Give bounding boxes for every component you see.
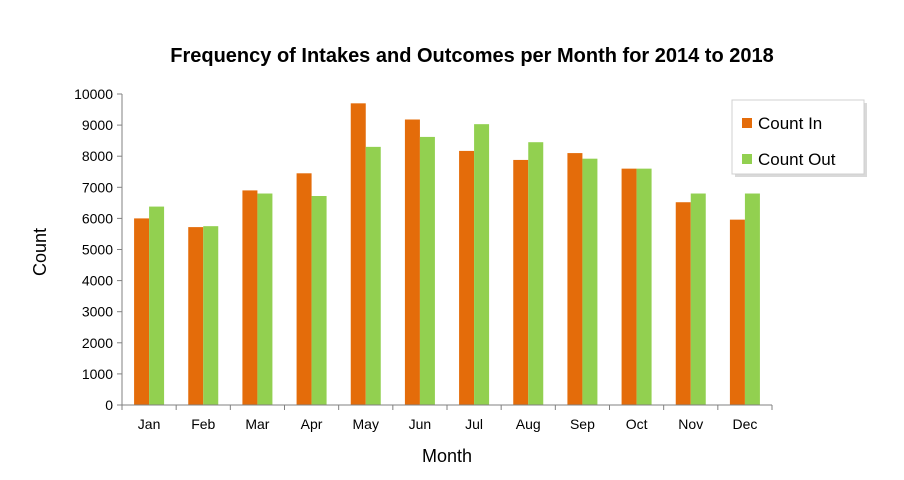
bar-count-in-apr <box>296 173 312 405</box>
legend-swatch-count-in <box>742 118 752 128</box>
y-tick-label: 1000 <box>82 366 113 382</box>
x-tick-label: Jun <box>409 416 432 432</box>
x-tick-label: Jan <box>138 416 161 432</box>
bar-count-in-jan <box>134 218 150 405</box>
bar-count-in-sep <box>567 153 583 405</box>
x-tick-label: Mar <box>245 416 269 432</box>
y-tick-label: 10000 <box>74 86 113 102</box>
y-axis-title: Count <box>30 228 50 276</box>
bar-count-in-jun <box>404 119 420 405</box>
y-tick-label: 9000 <box>82 117 113 133</box>
x-axis: Jan Feb Mar Apr May Jun Jul Aug Sep Oct Nov Dec <box>121 405 773 432</box>
bar-count-out-dec <box>744 193 760 405</box>
bar-count-out-feb <box>203 226 219 405</box>
bar-count-out-nov <box>690 193 706 405</box>
legend-swatch-count-out <box>742 154 752 164</box>
bar-count-out-oct <box>636 168 652 405</box>
x-tick-label: Feb <box>191 416 215 432</box>
chart-title: Frequency of Intakes and Outcomes per Mo… <box>170 45 774 67</box>
bar-count-in-feb <box>188 227 204 405</box>
legend: Count In Count Out <box>731 99 867 177</box>
bar-count-out-jun <box>419 136 435 405</box>
y-tick-label: 3000 <box>82 304 113 320</box>
x-tick-label: Apr <box>301 416 323 432</box>
y-tick-label: 4000 <box>82 273 113 289</box>
legend-label-count-in: Count In <box>758 114 822 133</box>
bar-count-out-aug <box>528 142 544 405</box>
bar-count-out-apr <box>311 196 327 405</box>
y-tick-label: 6000 <box>82 210 113 226</box>
y-tick-label: 8000 <box>82 148 113 164</box>
bar-count-out-may <box>365 146 381 405</box>
x-tick-label: May <box>353 416 379 432</box>
y-tick-label: 0 <box>105 397 113 413</box>
bar-count-out-jul <box>474 124 490 406</box>
y-tick-label: 5000 <box>82 242 113 258</box>
x-axis-title: Month <box>422 446 472 466</box>
bar-count-in-mar <box>242 190 258 405</box>
x-tick-label: Dec <box>732 416 757 432</box>
bars <box>134 103 760 406</box>
x-tick-label: Oct <box>626 416 648 432</box>
x-tick-label: Aug <box>516 416 541 432</box>
bar-count-in-nov <box>675 202 691 405</box>
bar-count-out-sep <box>582 158 598 405</box>
bar-count-out-mar <box>257 193 273 405</box>
bar-count-in-dec <box>729 219 745 405</box>
bar-count-in-may <box>350 103 366 405</box>
y-axis: 0 1000 2000 3000 4000 5000 6000 7000 8000 9000 100… <box>74 86 122 413</box>
bar-count-in-jul <box>459 150 475 405</box>
bar-count-in-oct <box>621 168 637 405</box>
bar-count-in-aug <box>513 159 529 405</box>
y-tick-label: 2000 <box>82 335 113 351</box>
y-tick-label: 7000 <box>82 179 113 195</box>
x-tick-label: Sep <box>570 416 595 432</box>
bar-count-out-jan <box>149 206 165 405</box>
x-tick-label: Nov <box>678 416 703 432</box>
x-tick-label: Jul <box>465 416 483 432</box>
legend-box <box>731 99 865 175</box>
legend-label-count-out: Count Out <box>758 150 836 169</box>
